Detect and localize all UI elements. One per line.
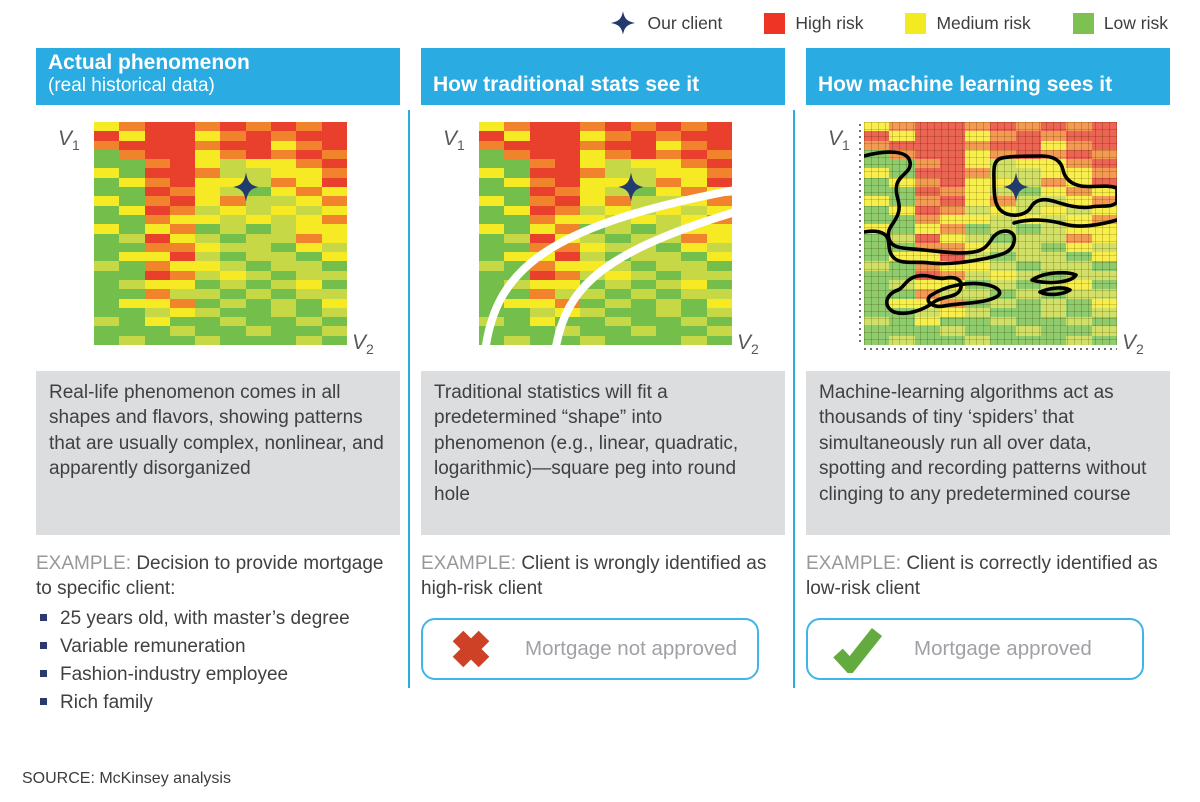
- legend-high-risk-label: High risk: [795, 12, 864, 33]
- column-divider: [408, 110, 410, 688]
- column-actual-phenomenon: Actual phenomenon (real historical data)…: [36, 48, 400, 718]
- mortgage-approved-badge: Mortgage approved: [806, 617, 1144, 680]
- axis-label-v1: V1: [828, 127, 850, 154]
- column1-subtitle: (real historical data): [48, 75, 215, 97]
- bullet-square-icon: [40, 669, 47, 677]
- example-text: Decision to provide mortgage to specific…: [36, 553, 384, 600]
- ml-contours-overlay: [864, 150, 1117, 316]
- client-attributes-list: 25 years old, with master’s degree Varia…: [36, 606, 400, 715]
- legend-low-risk-label: Low risk: [1103, 12, 1168, 33]
- column-machine-learning: How machine learning sees it V1: [806, 48, 1170, 680]
- bullet-square-icon: [40, 697, 47, 705]
- column1-description: Real-life phenomenon comes in all shapes…: [36, 371, 400, 535]
- risk-heatmap-machine-learning: [859, 122, 1117, 350]
- axis-label-v2: V2: [1122, 331, 1144, 358]
- badge-label: Mortgage not approved: [525, 636, 737, 660]
- risk-heatmap-actual: [94, 122, 347, 345]
- risk-heatmap-traditional: [479, 122, 732, 345]
- badge-label: Mortgage approved: [914, 636, 1092, 660]
- axis-label-v2: V2: [737, 331, 759, 358]
- legend: Our client High risk Medium risk Low ris…: [608, 10, 1168, 36]
- example-label: EXAMPLE:: [421, 553, 517, 574]
- axis-label-v2: V2: [352, 331, 374, 358]
- column1-figure: V1 V2: [36, 105, 400, 371]
- source-note: SOURCE: McKinsey analysis: [22, 770, 231, 787]
- column2-description: Traditional statistics will fit a predet…: [421, 371, 785, 535]
- example-text: Client is wrongly identified as high-ris…: [421, 553, 767, 600]
- client-star-icon: [1003, 172, 1029, 202]
- legend-low-risk: Low risk: [1072, 12, 1168, 34]
- client-star-icon: [618, 172, 644, 202]
- example-text: Client is correctly identified as low-ri…: [806, 553, 1158, 600]
- high-risk-swatch: [764, 12, 786, 34]
- list-item: Fashion-industry employee: [36, 662, 400, 687]
- column3-title: How machine learning sees it: [818, 72, 1113, 96]
- mortgage-not-approved-badge: Mortgage not approved: [421, 617, 759, 680]
- column-divider: [793, 110, 795, 688]
- column1-header: Actual phenomenon (real historical data): [36, 48, 400, 105]
- fitted-curves-overlay: [482, 186, 732, 345]
- column-traditional-stats: How traditional stats see it V1 V2 Tradi…: [421, 48, 785, 680]
- axis-label-v1: V1: [443, 127, 465, 154]
- column3-example: EXAMPLE: Client is correctly identified …: [806, 551, 1170, 602]
- low-risk-swatch: [1072, 12, 1094, 34]
- tick-marks-bottom: [864, 348, 1117, 350]
- legend-medium-risk: Medium risk: [905, 12, 1031, 34]
- column1-example: EXAMPLE: Decision to provide mortgage to…: [36, 551, 400, 602]
- column2-figure: V1 V2: [421, 105, 785, 371]
- legend-our-client: Our client: [608, 10, 723, 36]
- list-item: Variable remuneration: [36, 634, 400, 659]
- bullet-square-icon: [40, 613, 47, 621]
- column3-header: How machine learning sees it: [806, 48, 1170, 105]
- check-icon: [833, 627, 883, 673]
- list-item: Rich family: [36, 690, 400, 715]
- column3-figure: V1: [806, 105, 1170, 371]
- tick-marks-left: [859, 124, 861, 345]
- axis-label-v1: V1: [58, 127, 80, 154]
- column1-title: Actual phenomenon: [48, 51, 250, 75]
- column2-header: How traditional stats see it: [421, 48, 785, 105]
- example-label: EXAMPLE:: [806, 553, 902, 574]
- legend-high-risk: High risk: [764, 12, 864, 34]
- grid-texture: [864, 122, 1117, 345]
- list-item: 25 years old, with master’s degree: [36, 606, 400, 631]
- medium-risk-swatch: [905, 12, 927, 34]
- column3-description: Machine-learning algorithms act as thous…: [806, 371, 1170, 535]
- bullet-square-icon: [40, 641, 47, 649]
- x-icon: [452, 630, 490, 667]
- example-label: EXAMPLE:: [36, 553, 132, 574]
- column2-title: How traditional stats see it: [433, 72, 700, 96]
- column2-example: EXAMPLE: Client is wrongly identified as…: [421, 551, 785, 602]
- client-star-icon: [233, 172, 259, 202]
- client-star-icon: [610, 11, 635, 35]
- legend-our-client-label: Our client: [647, 12, 723, 33]
- legend-medium-risk-label: Medium risk: [936, 12, 1031, 33]
